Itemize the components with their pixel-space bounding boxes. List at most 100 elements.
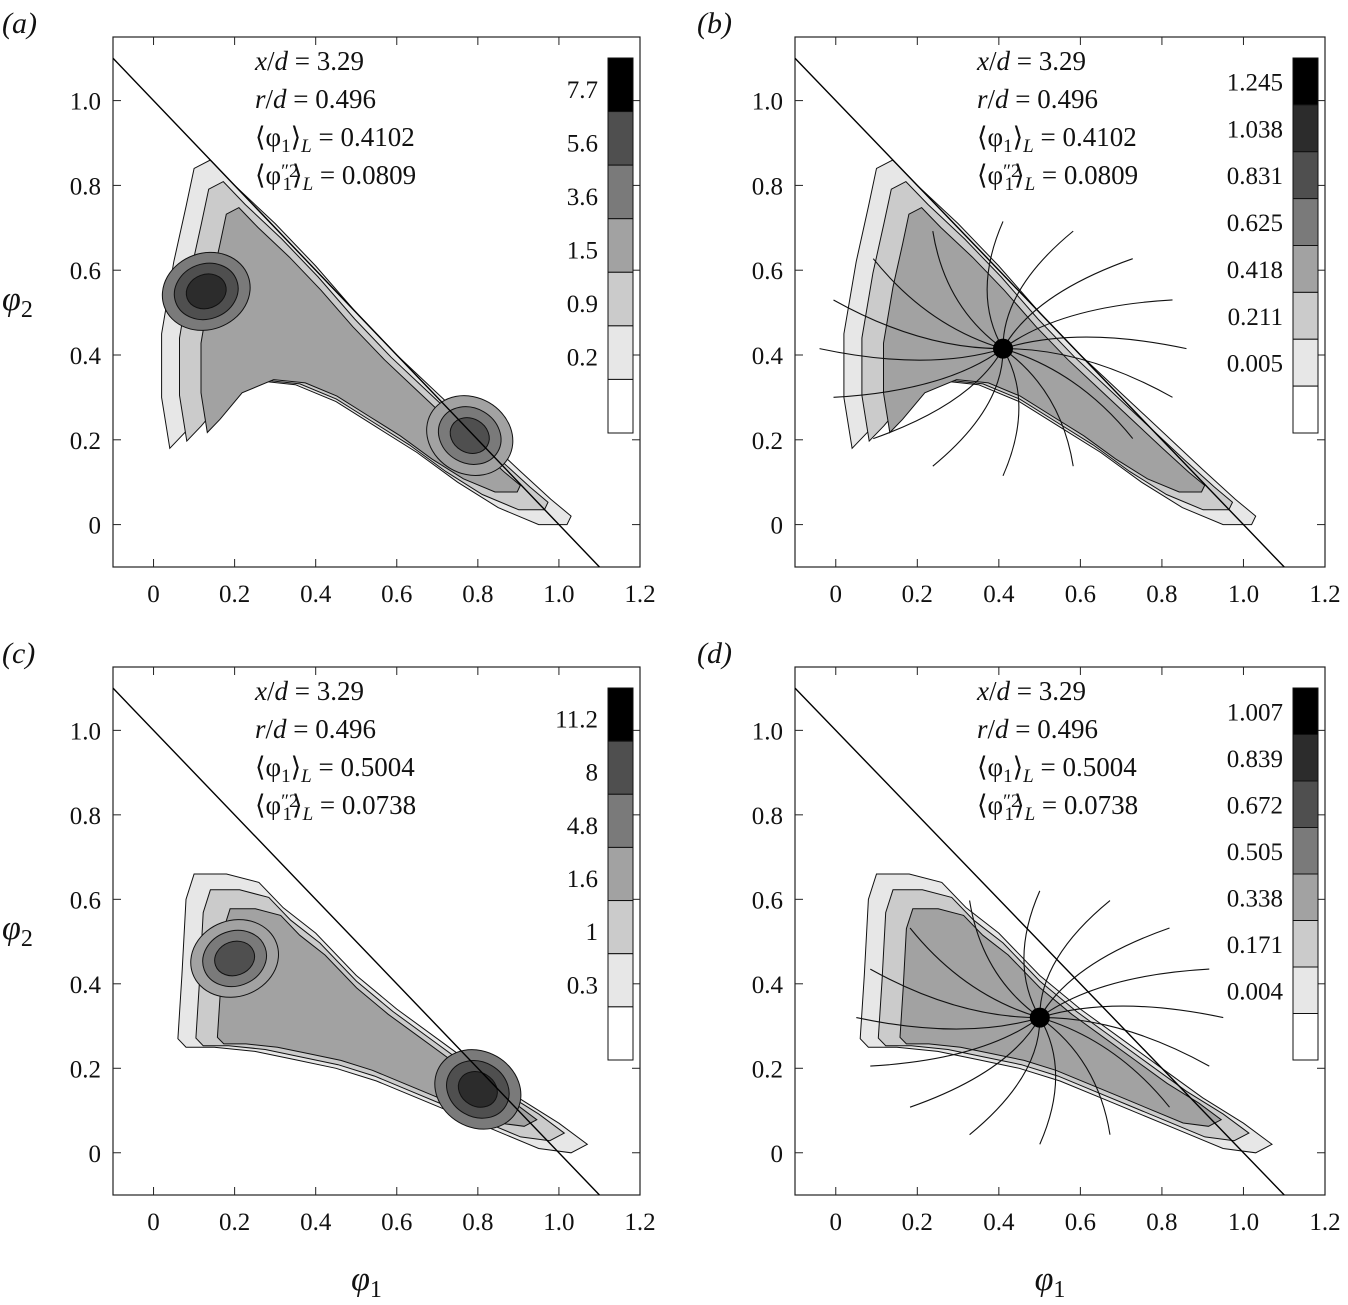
streamline: [969, 1017, 1041, 1136]
y-tick-label: 0.8: [752, 803, 783, 830]
plot-frame: [794, 666, 1326, 1196]
x-tick-label: 0.6: [1065, 1209, 1096, 1236]
streamline: [872, 258, 1004, 350]
contour-peak-1: [185, 273, 227, 310]
annotation-line: ⟨φ1⟩L = 0.5004: [255, 752, 415, 787]
x-tick-label: 0.4: [983, 581, 1015, 608]
annotation-line: r/d = 0.496: [977, 84, 1098, 114]
streamline: [1039, 927, 1170, 1018]
annotation-line: ⟨φ1⟩L = 0.4102: [255, 122, 415, 157]
streamline: [1039, 1005, 1224, 1019]
x-tick-label: 0.8: [462, 581, 493, 608]
y-tick-label: 0.2: [752, 1056, 783, 1083]
y-tick-label: 1.0: [752, 89, 783, 116]
y-tick-label: 0.6: [752, 258, 783, 285]
y-tick-label: 0.6: [752, 887, 783, 914]
x-tick-label: 1.2: [624, 581, 655, 608]
streamline: [856, 1017, 1040, 1030]
colorbar-label: 3.6: [567, 184, 598, 211]
x-axis-label: φ1: [1035, 1261, 1066, 1303]
annotation-line: ⟨φ1⟩L = 0.5004: [977, 752, 1137, 787]
streamline: [1002, 230, 1074, 349]
y-tick-label: 0.8: [70, 803, 101, 830]
contour-peak-2: [449, 417, 490, 454]
colorbar-label: 4.8: [567, 813, 598, 840]
colorbar-label: 1: [586, 919, 599, 946]
mixing-line: [795, 687, 1285, 1195]
streamline: [833, 348, 1004, 398]
mixing-line: [795, 57, 1285, 567]
streamline: [873, 348, 1004, 440]
y-tick-label: 0: [89, 1141, 102, 1168]
streamline: [1039, 1017, 1170, 1108]
colorbar-label: 0.672: [1227, 792, 1283, 819]
y-axis-label: φ2: [2, 281, 33, 323]
colorbar-label: 0.338: [1227, 885, 1283, 912]
y-tick-label: 0.6: [70, 258, 101, 285]
colorbar-label: 1.6: [567, 866, 598, 893]
colorbar-label: 0.625: [1227, 210, 1283, 237]
y-tick-label: 0.4: [70, 343, 102, 370]
y-tick-label: 0.4: [752, 343, 784, 370]
colorbar-swatch: [1292, 245, 1319, 293]
annotation-line: ⟨φ″2 1⟩L = 0.0809: [255, 160, 416, 195]
colorbar-label: 11.2: [555, 707, 598, 734]
colorbar-label: 0.171: [1227, 932, 1283, 959]
colorbar-swatch: [1292, 780, 1319, 828]
colorbar-label: 0.418: [1227, 257, 1283, 284]
y-tick-label: 1.0: [70, 718, 101, 745]
annotation-line: x/d = 3.29: [976, 676, 1086, 706]
annotation-line: x/d = 3.29: [254, 676, 364, 706]
colorbar-swatch: [607, 793, 634, 848]
contour-fill: [177, 873, 589, 1154]
plot-frame: [794, 36, 1326, 568]
colorbar-swatch: [1292, 966, 1319, 1014]
streamline: [1002, 258, 1133, 349]
streamline: [870, 1017, 1041, 1067]
mixing-line: [113, 57, 600, 567]
colorbar-label: 0.3: [567, 972, 598, 999]
y-tick-label: 0: [771, 513, 784, 540]
streamline: [986, 221, 1004, 349]
colorbar-swatch: [1292, 338, 1319, 387]
colorbar-swatch: [607, 378, 634, 434]
x-tick-label: 0: [830, 581, 843, 608]
streamline: [932, 348, 1004, 467]
streamline: [870, 968, 1040, 1019]
colorbar-label: 1.245: [1227, 69, 1283, 96]
annotation-line: r/d = 0.496: [255, 714, 376, 744]
colorbar-swatch: [1292, 1013, 1319, 1061]
contour-fill: [819, 159, 1257, 526]
y-tick-label: 1.0: [70, 89, 101, 116]
y-axis-label: φ2: [2, 910, 33, 952]
y-tick-label: 0.2: [70, 428, 101, 455]
x-tick-label: 0.8: [1146, 581, 1177, 608]
contour-peak-1: [214, 940, 256, 977]
annotation-line: x/d = 3.29: [976, 46, 1086, 76]
annotation-line: r/d = 0.496: [255, 84, 376, 114]
y-tick-label: 1.0: [752, 718, 783, 745]
x-tick-label: 0.8: [1146, 1209, 1177, 1236]
y-tick-label: 0: [771, 1141, 784, 1168]
x-tick-label: 0: [147, 581, 160, 608]
y-tick-label: 0.4: [752, 972, 784, 999]
streamline: [1002, 348, 1134, 439]
panel-d: 0 0.2 0.4 0.6 0.8 1.0 1.2 0 0.2 0.4 0.6 0.8 1.0 1.007…: [697, 637, 1341, 1303]
colorbar-label: 1.007: [1227, 699, 1283, 726]
panel-label: (c): [2, 637, 35, 670]
colorbar-label: 0.2: [567, 345, 598, 372]
x-tick-label: 0: [147, 1209, 160, 1236]
colorbar-label: 7.7: [567, 77, 598, 104]
colorbar-swatch: [1292, 385, 1319, 434]
colorbar-label: 0.211: [1228, 304, 1283, 331]
colorbar-label: 1.038: [1227, 116, 1283, 143]
mixing-line: [113, 687, 600, 1195]
streamline: [969, 900, 1041, 1019]
colorbar-label: 5.6: [567, 130, 598, 157]
panel-b: 0 0.2 0.4 0.6 0.8 1.0 1.2 0 0.2 0.4 0.6 0.8 1.0 1.245…: [697, 7, 1341, 608]
x-tick-label: 0.6: [381, 1209, 412, 1236]
panel-a: 0 0.2 0.4 0.6 0.8 1.0 1.2 0 0.2 0.4 0.6 0.8 1.0 7.7 5.…: [2, 7, 656, 608]
y-tick-label: 0.8: [70, 173, 101, 200]
colorbar-label: 1.5: [567, 238, 598, 265]
